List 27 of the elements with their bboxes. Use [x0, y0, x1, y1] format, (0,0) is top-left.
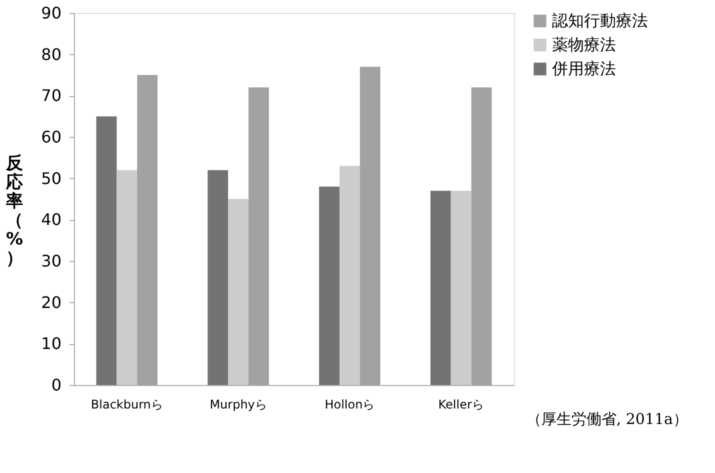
- text: （厚生労働省, 2011a）: [526, 410, 688, 428]
- x-tick-label: Blackburnら: [90, 398, 163, 412]
- legend-label: 認知行動療法: [552, 11, 648, 30]
- bar: [228, 199, 249, 385]
- x-tick-label: Kellerら: [438, 398, 484, 412]
- legend-label: 併用療法: [551, 59, 616, 78]
- y-tick-label: 0: [51, 376, 62, 394]
- x-tick-label: Hollonら: [324, 398, 375, 412]
- y-tick-label: 90: [41, 4, 62, 22]
- y-tick-label: 80: [41, 44, 62, 64]
- bar: [208, 170, 228, 385]
- y-tick-label: 40: [41, 210, 62, 230]
- y-axis-title: 反応率（%）: [5, 154, 24, 268]
- bar: [319, 186, 340, 385]
- bar: [430, 190, 451, 385]
- y-tick-label: 10: [41, 334, 62, 354]
- y-tick-label: 30: [41, 252, 62, 270]
- y-tick-label: 60: [41, 128, 62, 146]
- y-tick-label: 20: [41, 292, 62, 312]
- bar: [116, 170, 138, 385]
- legend-label: 薬物療法: [552, 35, 616, 54]
- y-tick-label: 50: [41, 168, 62, 188]
- bar: [450, 190, 472, 385]
- x-tick-label: Murphyら: [210, 398, 267, 412]
- y-tick-label: 70: [41, 86, 62, 106]
- bar: [96, 116, 117, 385]
- bar: [339, 166, 360, 385]
